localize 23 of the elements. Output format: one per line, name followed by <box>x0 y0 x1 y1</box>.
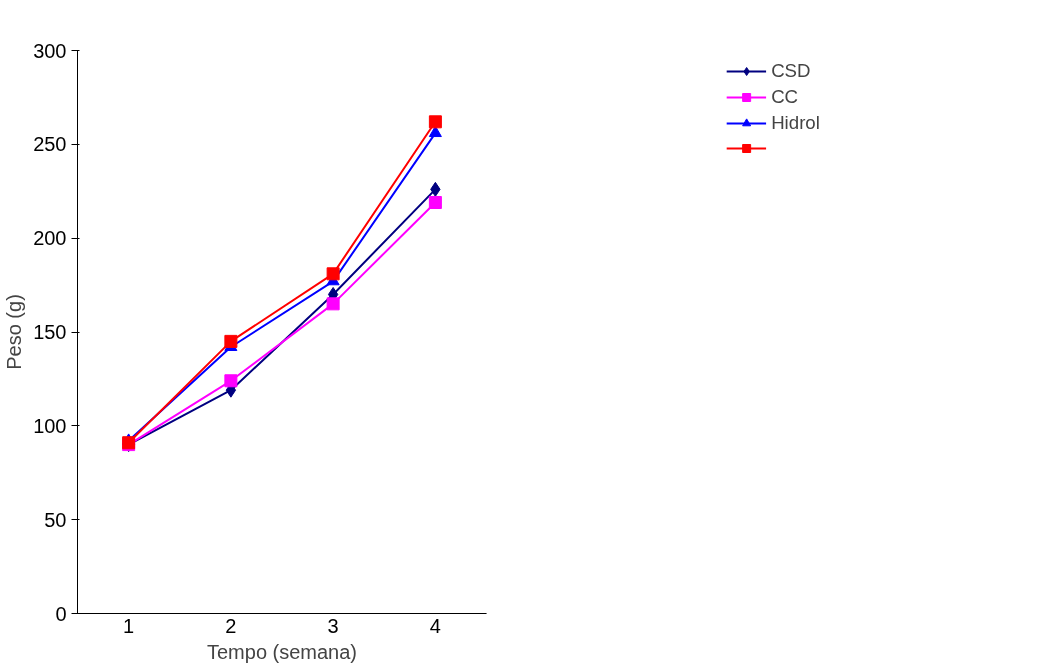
point <box>326 297 340 311</box>
point <box>428 115 442 129</box>
x-tick-label: 1 <box>123 614 135 637</box>
legend-label: CC <box>771 86 799 108</box>
y-tick-label: 50 <box>44 508 67 531</box>
y-axis-title: Peso (g) <box>3 294 26 370</box>
point <box>326 267 340 281</box>
x-tick-label: 3 <box>327 614 339 637</box>
y-tick-label: 150 <box>33 321 67 343</box>
y-tick-label: 250 <box>33 133 67 156</box>
legend-label: Hidrol <box>771 112 820 134</box>
x-tick-label: 2 <box>225 614 237 637</box>
x-axis-title: Tempo (semana) <box>206 640 358 663</box>
point <box>428 196 442 210</box>
y-tick-label: 0 <box>55 602 67 625</box>
y-tick-label: 200 <box>33 227 67 250</box>
point <box>224 374 238 388</box>
legend-label: CSD <box>771 60 811 82</box>
point <box>428 125 442 138</box>
x-tick-label: 4 <box>429 614 441 637</box>
point <box>224 334 238 348</box>
y-tick-label: 100 <box>33 414 67 437</box>
y-tick-label: 300 <box>33 39 67 62</box>
